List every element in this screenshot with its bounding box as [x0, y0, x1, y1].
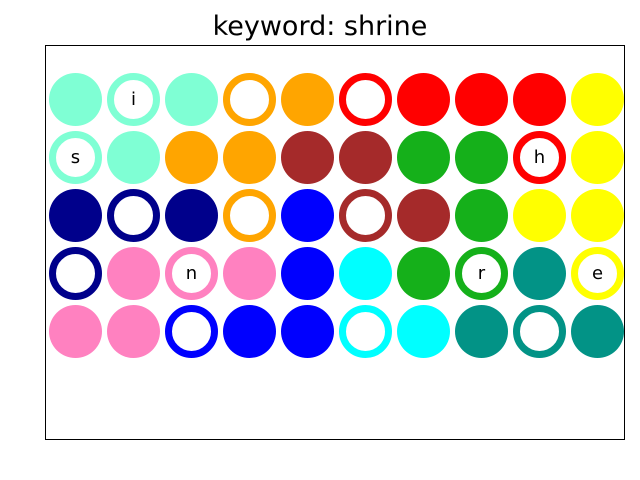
- circle-r4-c2[interactable]: [107, 247, 160, 300]
- circle-r2-c1[interactable]: s: [49, 131, 102, 184]
- circle-r5-c3[interactable]: [165, 305, 218, 358]
- circle-r3-c10[interactable]: [571, 189, 624, 242]
- circle-r1-c5[interactable]: [281, 73, 334, 126]
- circle-r4-c6[interactable]: [339, 247, 392, 300]
- circle-r4-c1[interactable]: [49, 247, 102, 300]
- circle-r4-c8[interactable]: r: [455, 247, 508, 300]
- circle-r2-c3[interactable]: [165, 131, 218, 184]
- circle-r3-c1[interactable]: [49, 189, 102, 242]
- circle-r1-c6[interactable]: [339, 73, 392, 126]
- circle-r3-c5[interactable]: [281, 189, 334, 242]
- circle-r5-c10[interactable]: [571, 305, 624, 358]
- circle-r3-c8[interactable]: [455, 189, 508, 242]
- circle-r1-c7[interactable]: [397, 73, 450, 126]
- circle-r1-c9[interactable]: [513, 73, 566, 126]
- circle-r2-c7[interactable]: [397, 131, 450, 184]
- circle-r4-c5[interactable]: [281, 247, 334, 300]
- circle-r3-c6[interactable]: [339, 189, 392, 242]
- circle-r1-c10[interactable]: [571, 73, 624, 126]
- circle-r3-c9[interactable]: [513, 189, 566, 242]
- circle-r4-c9[interactable]: [513, 247, 566, 300]
- circle-r2-c8[interactable]: [455, 131, 508, 184]
- circle-r4-c4[interactable]: [223, 247, 276, 300]
- circle-r2-c2[interactable]: [107, 131, 160, 184]
- circle-r3-c2[interactable]: [107, 189, 160, 242]
- circle-r2-c5[interactable]: [281, 131, 334, 184]
- circle-r2-c4[interactable]: [223, 131, 276, 184]
- circle-r5-c1[interactable]: [49, 305, 102, 358]
- circle-r4-c3[interactable]: n: [165, 247, 218, 300]
- puzzle-title: keyword: shrine: [212, 11, 428, 42]
- circle-r3-c4[interactable]: [223, 189, 276, 242]
- circle-r4-c7[interactable]: [397, 247, 450, 300]
- circle-r5-c4[interactable]: [223, 305, 276, 358]
- circle-r4-c10[interactable]: e: [571, 247, 624, 300]
- circle-r2-c6[interactable]: [339, 131, 392, 184]
- circle-r3-c3[interactable]: [165, 189, 218, 242]
- circle-r5-c5[interactable]: [281, 305, 334, 358]
- circle-r5-c2[interactable]: [107, 305, 160, 358]
- circle-r5-c8[interactable]: [455, 305, 508, 358]
- circle-r5-c9[interactable]: [513, 305, 566, 358]
- circle-r2-c9[interactable]: h: [513, 131, 566, 184]
- circle-r1-c3[interactable]: [165, 73, 218, 126]
- circle-r5-c6[interactable]: [339, 305, 392, 358]
- circle-r5-c7[interactable]: [397, 305, 450, 358]
- circle-r1-c8[interactable]: [455, 73, 508, 126]
- circle-r1-c4[interactable]: [223, 73, 276, 126]
- circle-r2-c10[interactable]: [571, 131, 624, 184]
- circle-r1-c1[interactable]: [49, 73, 102, 126]
- circle-r3-c7[interactable]: [397, 189, 450, 242]
- circle-r1-c2[interactable]: i: [107, 73, 160, 126]
